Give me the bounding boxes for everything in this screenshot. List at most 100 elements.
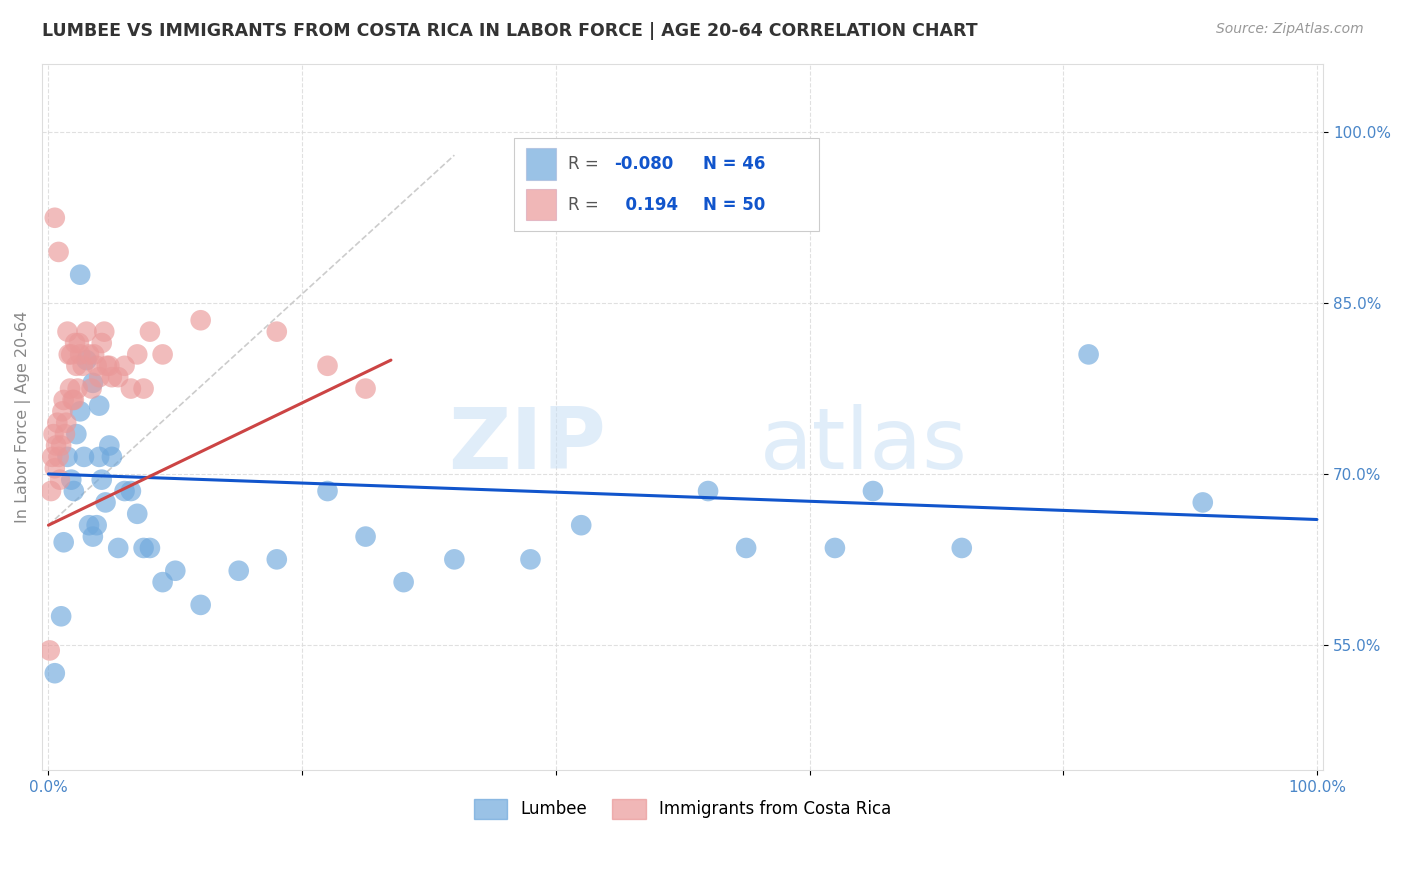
Point — [107, 541, 129, 555]
Point — [44, 666, 66, 681]
Point — [392, 575, 415, 590]
Point — [82, 376, 104, 390]
Point — [83, 347, 105, 361]
Point — [101, 450, 124, 464]
Bar — [526, 189, 557, 220]
Point — [44, 461, 66, 475]
Point — [86, 518, 108, 533]
Point — [69, 347, 91, 361]
Point — [94, 495, 117, 509]
Point — [139, 541, 162, 555]
Point — [354, 382, 377, 396]
Point — [76, 325, 98, 339]
Point — [49, 438, 72, 452]
Point — [228, 564, 250, 578]
Point — [90, 336, 112, 351]
Point — [165, 564, 187, 578]
Point — [63, 336, 86, 351]
Point — [519, 552, 541, 566]
Point — [58, 347, 80, 361]
Point — [89, 399, 111, 413]
Point — [132, 382, 155, 396]
Text: 0.194: 0.194 — [614, 195, 678, 214]
Point — [66, 382, 89, 396]
Text: R =: R = — [568, 195, 605, 214]
Point — [67, 336, 90, 351]
Point — [101, 370, 124, 384]
Point — [316, 359, 339, 373]
Point — [1191, 495, 1213, 509]
Point — [569, 518, 592, 533]
Point — [120, 483, 142, 498]
Point — [49, 473, 72, 487]
Point — [69, 268, 91, 282]
Point — [266, 325, 288, 339]
Point — [53, 427, 76, 442]
Point — [39, 483, 62, 498]
Point — [55, 416, 77, 430]
Point — [127, 507, 149, 521]
Point — [190, 598, 212, 612]
Point — [120, 382, 142, 396]
Point — [735, 541, 758, 555]
Point — [89, 450, 111, 464]
Point — [41, 450, 63, 464]
Point — [80, 382, 103, 396]
Point — [65, 359, 87, 373]
Y-axis label: In Labor Force | Age 20-64: In Labor Force | Age 20-64 — [15, 311, 31, 523]
Text: N = 46: N = 46 — [703, 155, 765, 173]
Point — [89, 370, 111, 384]
Point — [96, 359, 118, 373]
Text: N = 50: N = 50 — [703, 195, 765, 214]
Point — [354, 530, 377, 544]
Point — [1077, 347, 1099, 361]
Text: R =: R = — [568, 155, 605, 173]
Point — [316, 483, 339, 498]
Point — [72, 359, 94, 373]
Text: LUMBEE VS IMMIGRANTS FROM COSTA RICA IN LABOR FORCE | AGE 20-64 CORRELATION CHAR: LUMBEE VS IMMIGRANTS FROM COSTA RICA IN … — [42, 22, 977, 40]
Point — [60, 347, 83, 361]
Point — [152, 347, 174, 361]
Point — [63, 483, 86, 498]
Point — [48, 450, 70, 464]
Point — [132, 541, 155, 555]
Point — [63, 392, 86, 407]
Point — [950, 541, 973, 555]
Point — [56, 325, 79, 339]
Point — [114, 483, 136, 498]
Point — [98, 359, 121, 373]
Point — [107, 370, 129, 384]
Point — [266, 552, 288, 566]
Point — [52, 392, 75, 407]
Text: -0.080: -0.080 — [614, 155, 673, 173]
Point — [44, 211, 66, 225]
Point — [152, 575, 174, 590]
Point — [82, 530, 104, 544]
Legend: Lumbee, Immigrants from Costa Rica: Lumbee, Immigrants from Costa Rica — [467, 793, 898, 825]
Point — [42, 427, 65, 442]
Point — [77, 518, 100, 533]
Point — [56, 450, 79, 464]
Point — [45, 438, 67, 452]
Text: ZIP: ZIP — [449, 404, 606, 487]
Point — [49, 609, 72, 624]
Bar — [526, 148, 557, 179]
Point — [862, 483, 884, 498]
Point — [38, 643, 60, 657]
Point — [127, 347, 149, 361]
Point — [86, 359, 108, 373]
Text: atlas: atlas — [759, 404, 967, 487]
Point — [443, 552, 465, 566]
Point — [62, 392, 84, 407]
Point — [90, 473, 112, 487]
Point — [52, 535, 75, 549]
Point — [69, 404, 91, 418]
Point — [51, 404, 73, 418]
Point — [46, 416, 69, 430]
Point — [824, 541, 846, 555]
Point — [98, 438, 121, 452]
Point — [73, 450, 96, 464]
Point — [59, 382, 82, 396]
Point — [190, 313, 212, 327]
Point — [697, 483, 720, 498]
